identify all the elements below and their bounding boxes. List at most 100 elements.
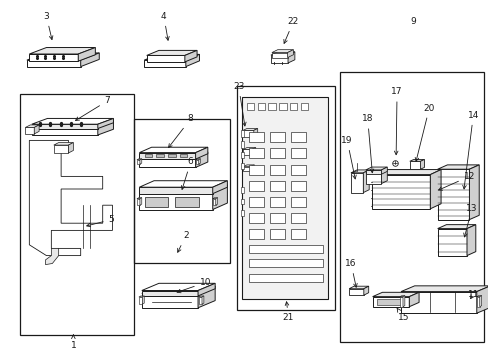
Bar [348,289,363,295]
Polygon shape [140,159,142,164]
Bar [243,130,253,137]
Bar [168,154,175,157]
Polygon shape [54,143,73,145]
Bar [134,119,229,263]
Bar [137,199,140,205]
Bar [20,94,134,335]
Polygon shape [202,296,203,304]
Polygon shape [142,283,215,291]
Bar [137,160,140,164]
Bar [240,130,243,137]
Bar [243,149,251,155]
Bar [476,297,479,307]
Polygon shape [139,152,207,157]
Bar [180,154,187,157]
Bar [240,152,243,158]
Bar [240,163,243,169]
Text: 21: 21 [282,302,294,322]
Polygon shape [195,159,200,160]
Bar [240,187,243,193]
Polygon shape [479,296,481,307]
Polygon shape [365,170,386,173]
Bar [339,72,483,342]
Bar [142,291,198,296]
Bar [156,154,163,157]
Bar [291,181,305,191]
Polygon shape [198,286,215,308]
Polygon shape [287,50,293,58]
Bar [270,165,285,175]
Polygon shape [139,296,144,297]
Bar [27,60,81,67]
Bar [300,103,307,110]
Polygon shape [437,225,475,229]
Text: 7: 7 [75,96,110,121]
Bar [146,55,184,62]
Bar [198,297,202,304]
Bar [270,55,287,63]
Bar [289,103,297,110]
Text: 12: 12 [438,172,474,190]
Polygon shape [250,165,254,171]
Polygon shape [195,147,207,159]
Polygon shape [243,148,255,149]
Text: 1: 1 [70,335,76,350]
Polygon shape [402,296,404,307]
Polygon shape [198,296,203,297]
Bar [271,53,287,58]
Text: 14: 14 [462,111,478,189]
Bar [270,229,285,239]
Text: 8: 8 [168,114,193,148]
Bar [29,54,78,61]
Bar [249,213,264,223]
Text: 9: 9 [409,17,415,26]
Bar [240,141,243,148]
Bar [291,197,305,207]
Polygon shape [476,296,481,297]
Polygon shape [270,52,294,55]
Polygon shape [400,286,488,292]
Polygon shape [144,54,199,60]
Polygon shape [429,170,440,209]
Polygon shape [476,286,488,313]
Polygon shape [437,165,478,169]
Polygon shape [212,185,227,210]
Text: 16: 16 [345,259,356,287]
Bar [32,124,98,129]
Polygon shape [420,159,424,169]
Polygon shape [32,121,113,127]
Bar [237,86,334,310]
Bar [142,293,198,308]
Polygon shape [381,170,386,184]
Text: 6: 6 [181,157,193,189]
Polygon shape [408,292,418,307]
Bar [365,170,381,174]
Polygon shape [68,143,73,153]
Bar [249,274,322,282]
Bar [270,181,285,191]
Polygon shape [146,50,197,55]
Bar [350,173,363,193]
Polygon shape [350,170,368,173]
Bar [409,161,420,169]
Text: 17: 17 [390,87,402,155]
Bar [291,132,305,142]
Bar [268,103,275,110]
Bar [249,165,264,175]
Polygon shape [215,198,217,205]
Bar [257,103,264,110]
Bar [399,297,402,307]
Bar [249,229,264,239]
Text: 15: 15 [396,308,408,322]
Polygon shape [251,148,255,155]
Text: 4: 4 [161,12,169,40]
Text: 23: 23 [232,82,245,126]
Polygon shape [287,52,294,63]
Bar [437,229,466,256]
Polygon shape [348,286,368,289]
Bar [243,167,250,171]
Bar [240,199,243,204]
Polygon shape [365,167,386,170]
Polygon shape [78,48,95,61]
Polygon shape [466,225,475,256]
